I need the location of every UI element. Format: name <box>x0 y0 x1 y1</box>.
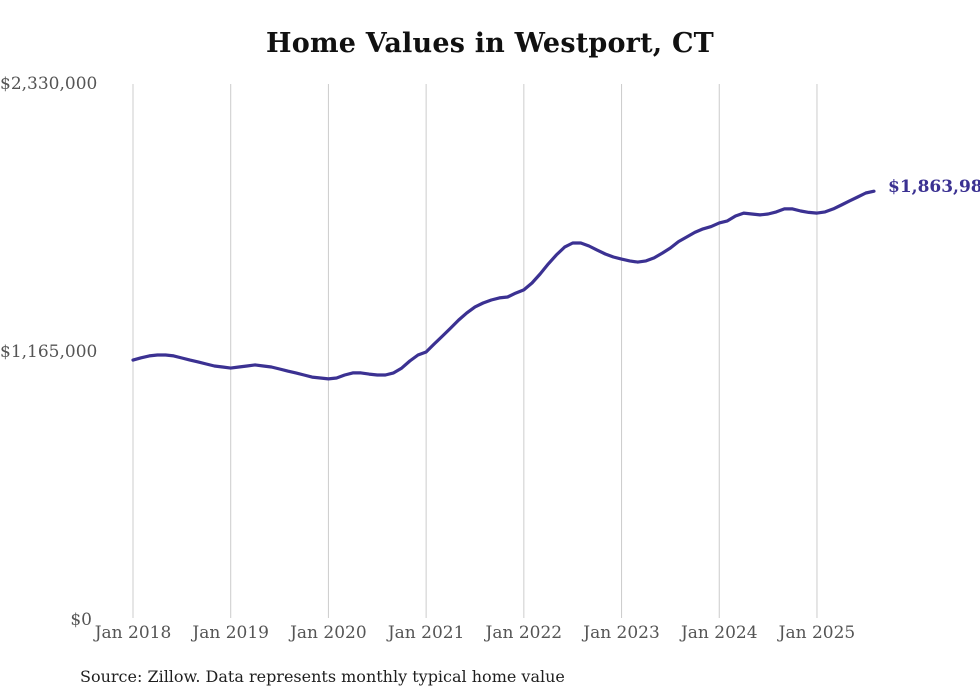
y-axis-label: $1,165,000 <box>0 342 98 362</box>
y-axis-label: $2,330,000 <box>0 74 98 94</box>
x-axis-label: Jan 2018 <box>94 623 172 643</box>
x-axis-label: Jan 2025 <box>778 623 856 643</box>
chart-title: Home Values in Westport, CT <box>266 28 714 59</box>
latest-value-label: $1,863,982 <box>888 177 980 197</box>
x-axis-label: Jan 2020 <box>290 623 367 643</box>
x-axis-label: Jan 2023 <box>583 623 660 643</box>
x-axis-label: Jan 2024 <box>680 623 758 643</box>
x-axis-label: Jan 2019 <box>192 623 269 643</box>
home-value-line <box>131 189 876 381</box>
x-axis-label: Jan 2022 <box>485 623 563 643</box>
y-axis-label: $0 <box>70 610 92 630</box>
source-note: Source: Zillow. Data represents monthly … <box>80 667 565 686</box>
x-axis-label: Jan 2021 <box>387 623 465 643</box>
